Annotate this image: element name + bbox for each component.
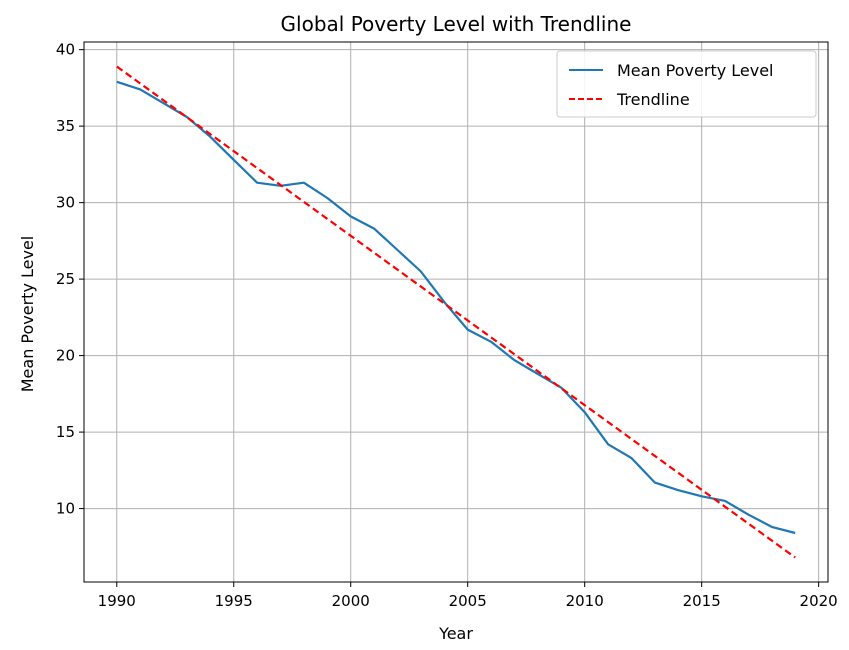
legend: Mean Poverty Level Trendline — [556, 50, 817, 118]
plot-frame — [83, 41, 829, 583]
x-tick-label: 1995 — [215, 592, 253, 610]
y-tick-label: 10 — [56, 500, 75, 518]
ticks-layer: 1990 1995 2000 2005 2010 2015 2020 10 15 20 25 30 35… — [56, 41, 838, 610]
x-axis-title: Year — [438, 624, 473, 643]
y-tick-label: 15 — [56, 423, 75, 441]
x-tick-label: 2000 — [332, 592, 370, 610]
y-tick-label: 35 — [56, 117, 75, 135]
legend-label-mean-poverty: Mean Poverty Level — [617, 61, 774, 80]
x-tick-label: 2020 — [800, 592, 838, 610]
x-tick-label: 2005 — [449, 592, 487, 610]
y-tick-label: 40 — [56, 41, 75, 59]
x-tick-label: 2010 — [566, 592, 604, 610]
x-tick-label: 2015 — [683, 592, 721, 610]
legend-box — [556, 50, 817, 118]
y-tick-label: 20 — [56, 347, 75, 365]
y-tick-label: 25 — [56, 270, 75, 288]
legend-label-trendline: Trendline — [616, 90, 690, 109]
chart-title: Global Poverty Level with Trendline — [281, 12, 632, 36]
series-line-mean-poverty — [116, 80, 796, 535]
x-tick-label: 1990 — [98, 592, 136, 610]
y-axis-title: Mean Poverty Level — [18, 236, 37, 393]
series-layer — [116, 65, 796, 559]
grid-layer — [84, 42, 828, 582]
series-line-trendline — [116, 65, 796, 559]
y-tick-label: 30 — [56, 194, 75, 212]
